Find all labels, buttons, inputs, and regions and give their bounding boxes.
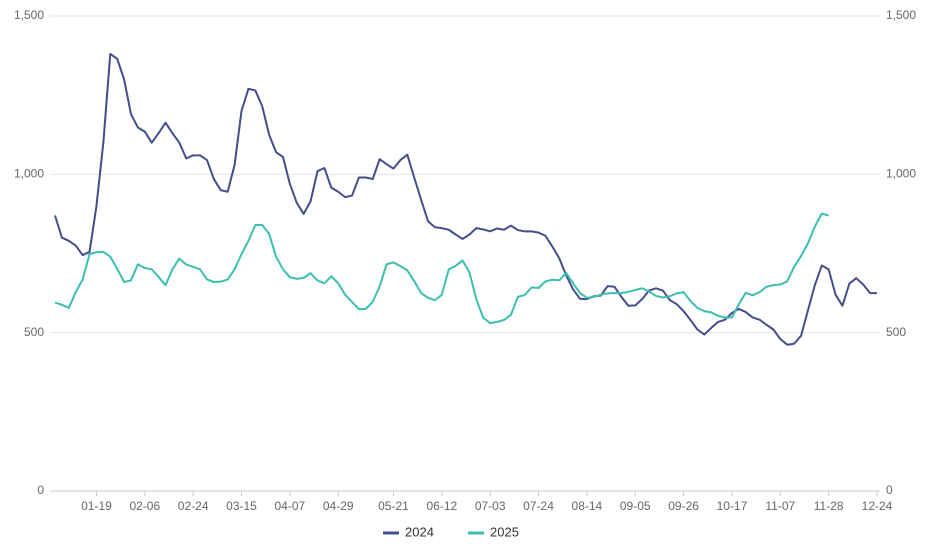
x-tick-label: 01-19 [81,499,112,513]
x-tick-label: 10-17 [717,499,748,513]
x-tick-label: 09-05 [620,499,651,513]
x-tick-label: 04-29 [323,499,354,513]
x-tick-label: 05-21 [378,499,409,513]
y-tick-label: 1,000 [14,167,44,181]
legend-label: 2024 [405,524,434,539]
y2-tick-label: 1,500 [886,8,916,22]
x-tick-label: 11-28 [814,499,844,513]
legend-label: 2025 [490,524,519,539]
y-tick-label: 1,500 [14,8,44,22]
x-tick-label: 11-07 [765,499,795,513]
x-tick-label: 02-06 [129,499,160,513]
y-tick-label: 0 [37,483,44,497]
x-tick-label: 07-03 [475,499,506,513]
y2-tick-label: 1,000 [886,167,916,181]
x-tick-label: 02-24 [178,499,209,513]
x-tick-label: 03-15 [226,499,257,513]
x-tick-label: 07-24 [523,499,554,513]
y-tick-label: 500 [24,325,44,339]
x-tick-label: 04-07 [275,499,306,513]
x-tick-label: 12-24 [862,499,893,513]
x-tick-label: 06-12 [426,499,457,513]
y2-tick-label: 0 [886,483,893,497]
y2-tick-label: 500 [886,325,906,339]
series-line [54,212,829,325]
series-line [54,53,877,346]
x-tick-label: 08-14 [572,499,603,513]
x-tick-label: 09-26 [668,499,699,513]
